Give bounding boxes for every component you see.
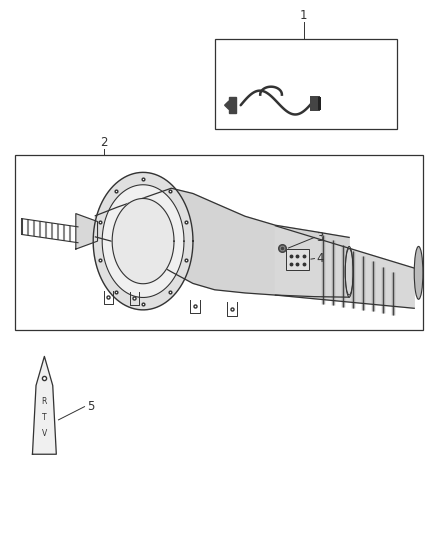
Text: 5: 5 <box>87 400 94 413</box>
Bar <box>318 98 321 110</box>
Polygon shape <box>112 198 174 284</box>
Bar <box>15 156 423 330</box>
Text: 4: 4 <box>317 252 324 265</box>
Bar <box>215 39 397 129</box>
Polygon shape <box>76 214 98 249</box>
Text: R: R <box>42 397 47 406</box>
Polygon shape <box>32 357 57 454</box>
Text: 2: 2 <box>100 136 108 149</box>
Polygon shape <box>225 101 229 109</box>
Polygon shape <box>276 226 414 308</box>
Text: V: V <box>42 429 47 438</box>
Polygon shape <box>102 185 184 297</box>
Text: 3: 3 <box>317 231 324 244</box>
Text: T: T <box>42 413 47 422</box>
Ellipse shape <box>414 246 423 300</box>
Polygon shape <box>229 98 237 113</box>
Text: 1: 1 <box>300 9 307 22</box>
Bar <box>286 248 309 270</box>
Polygon shape <box>93 172 193 310</box>
Polygon shape <box>95 188 349 297</box>
Bar <box>310 96 320 111</box>
